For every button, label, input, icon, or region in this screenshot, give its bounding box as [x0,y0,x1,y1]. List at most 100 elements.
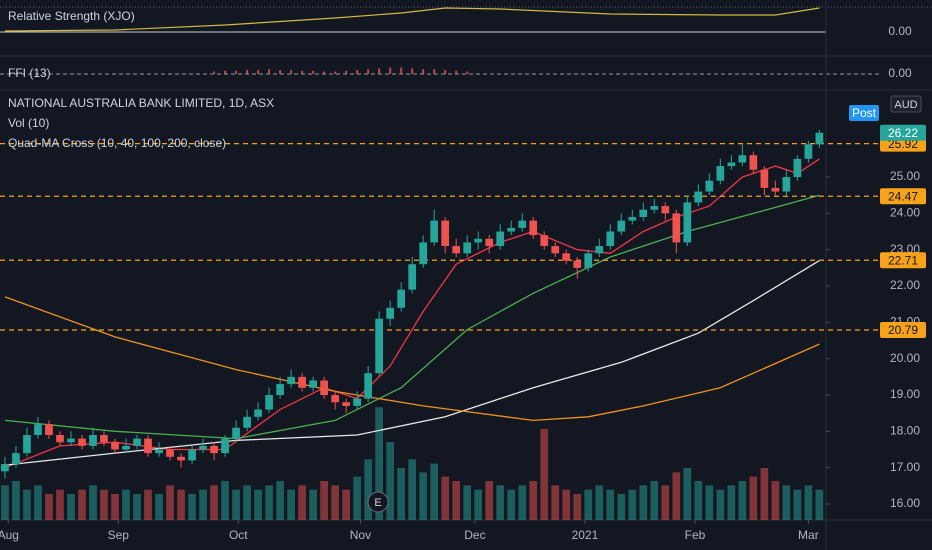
volume-bar [386,442,395,520]
candle-body [738,155,747,163]
candle-body [804,144,813,159]
candle-body [287,376,295,385]
volume-bar [320,481,328,520]
ffi-bar [290,70,293,74]
volume-bar [782,485,791,520]
volume-bar [221,481,229,520]
x-tick-label: Dec [464,528,485,542]
volume-bar [177,489,185,520]
ffi-bar [334,71,337,74]
ffi-bar [268,69,271,74]
volume-bar [23,489,31,520]
y-tick-label: 18.00 [890,424,920,438]
candle-body [793,158,802,178]
candle-body [573,260,582,268]
volume-bar [738,481,747,520]
volume-bar [639,485,648,520]
volume-bar [749,476,758,520]
candle-body [452,246,461,254]
candle-body [45,424,53,435]
candle-body [232,427,240,439]
volume-bar [727,485,736,520]
event-label: E [374,497,381,509]
volume-bar [232,489,240,520]
volume-bar [793,489,802,520]
ffi-bar [389,67,392,74]
candle-body [562,253,571,261]
volume-bar [397,468,406,520]
volume-bar [716,489,725,520]
x-tick-label: Oct [229,528,248,542]
ffi-bar [246,70,249,74]
ffi-bar [345,70,348,74]
candle-body [474,238,483,243]
volume-bar [661,485,670,520]
volume-bar [441,476,450,520]
volume-bar [100,489,108,520]
volume-bar [1,485,9,520]
candle-body [529,220,538,236]
candle-body [749,155,758,170]
candle-body [518,220,527,228]
candle-body [463,242,472,254]
post-label: Post [852,106,877,120]
volume-bar [12,481,20,520]
volume-bar [551,485,560,520]
ffi-label: FFI (13) [8,66,51,80]
candle-body [254,409,262,417]
volume-bar [760,468,769,520]
candle-body [584,253,593,268]
candle-body [639,209,648,217]
x-tick-label: Aug [0,528,19,542]
post-box [849,105,879,121]
ffi-bar [323,71,326,74]
volume-bar [584,489,593,520]
volume-bar [650,481,659,520]
candle-body [155,449,163,454]
volume-bar [67,494,75,520]
candle-body [199,445,207,450]
volume-bar [408,459,417,520]
candle-body [716,166,725,181]
ffi-bar [444,70,447,74]
candle-body [331,395,339,403]
candle-body [430,220,439,243]
candle-body [760,169,769,188]
candle-body [166,449,174,457]
volume-bar [452,481,461,520]
candle-body [276,384,284,396]
x-tick-label: Mar [798,528,819,542]
ffi-bar [312,70,315,74]
volume-bar [540,429,549,520]
ffi-bar [356,70,359,74]
y-tick-label: 22.00 [890,278,920,292]
volume-bar [56,489,64,520]
candle-body [540,235,549,247]
candle-body [210,445,218,454]
candle-body [683,202,692,243]
x-tick-label: Nov [350,528,371,542]
candle-body [34,424,42,435]
volume-bar [342,489,350,520]
volume-bar [166,485,174,520]
level-label-box [880,252,926,269]
volume-bar [683,468,692,520]
ffi-bar [378,68,381,74]
ffi-bar [257,70,260,74]
candle-body [89,434,97,446]
volume-bar [474,489,483,520]
ffi-bar [400,67,403,74]
volume-bar [265,485,273,520]
last-price-box [880,124,926,141]
candle-body [67,438,75,443]
volume-bar [485,481,494,520]
ffi-bar [422,69,425,74]
candle-body [78,438,86,446]
chart-title: NATIONAL AUSTRALIA BANK LIMITED, 1D, ASX [8,96,274,110]
candle-body [243,416,251,428]
volume-bar [331,485,339,520]
volume-bar [496,485,505,520]
ffi-bar [455,70,458,74]
ffi-tick-label: 0.00 [888,66,912,80]
